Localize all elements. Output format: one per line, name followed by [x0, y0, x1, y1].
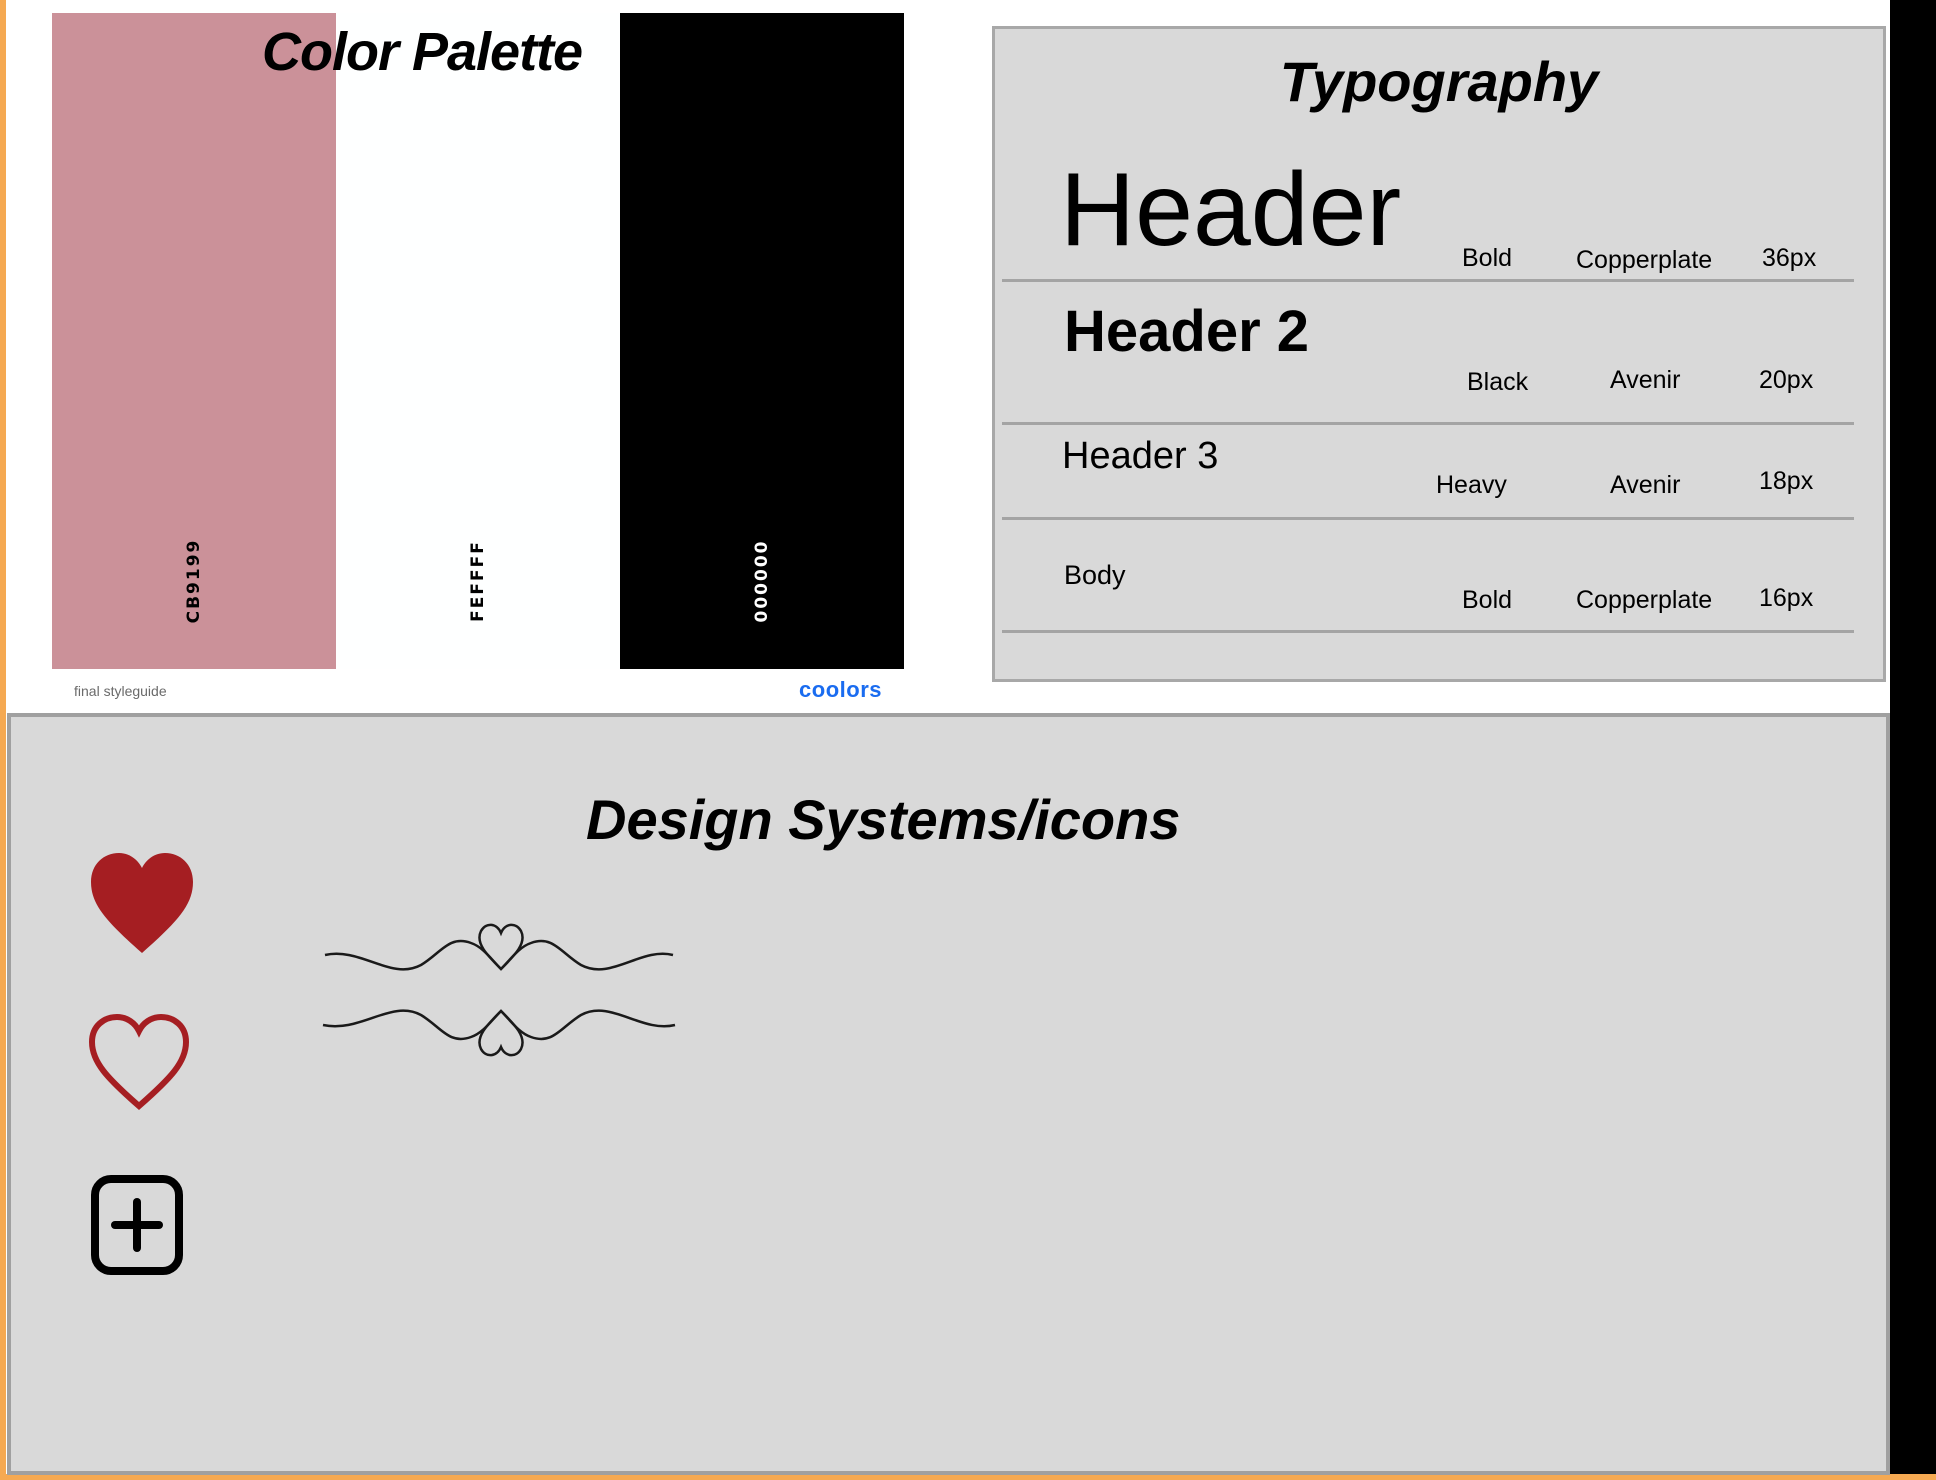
typography-font: Copperplate — [1576, 586, 1713, 614]
typography-weight: Black — [1467, 368, 1529, 396]
typography-font: Avenir — [1610, 366, 1681, 394]
swatch-black: 000000 — [620, 13, 904, 669]
typography-size: 36px — [1762, 244, 1817, 272]
swatch-white: FEFFFF — [336, 13, 620, 669]
typography-row-header: Header Bold Copperplate 36px — [1002, 129, 1854, 282]
typography-title: Typography — [1279, 50, 1599, 113]
swatch-code: CB9199 — [184, 538, 204, 624]
heart-outline-icon[interactable] — [87, 1012, 191, 1112]
heart-filled-icon[interactable] — [87, 850, 197, 960]
palette-footer-label: final styleguide — [74, 683, 167, 699]
typography-sample: Header 2 — [1064, 299, 1310, 364]
heart-flourish-divider-icon — [322, 923, 676, 1057]
swatch-code: 000000 — [752, 539, 772, 623]
typography-weight: Bold — [1462, 244, 1513, 272]
typography-font: Copperplate — [1576, 246, 1713, 274]
typography-weight: Heavy — [1436, 471, 1507, 499]
swatch-pink: CB9199 — [52, 13, 336, 669]
typography-row-header-2: Header 2 Black Avenir 20px — [1002, 282, 1854, 425]
typography-row-body: Body Bold Copperplate 16px — [1002, 520, 1854, 633]
frame-border-left — [0, 0, 6, 1480]
typography-row-header-3: Header 3 Heavy Avenir 18px — [1002, 425, 1854, 520]
typography-sample: Header 3 — [1062, 435, 1219, 477]
frame-border-bottom — [0, 1474, 1936, 1480]
right-edge-bar — [1890, 0, 1936, 1474]
coolors-logo[interactable]: coolors — [799, 677, 882, 702]
typography-size: 18px — [1759, 467, 1814, 495]
typography-panel: Typography Header Bold Copperplate 36px … — [992, 26, 1886, 682]
typography-sample: Body — [1064, 560, 1126, 590]
design-systems-title: Design Systems/icons — [586, 788, 1181, 851]
typography-weight: Bold — [1462, 586, 1513, 614]
swatch-code: FEFFFF — [468, 540, 488, 622]
typography-font: Avenir — [1610, 471, 1681, 499]
typography-sample: Header — [1060, 152, 1402, 268]
typography-size: 20px — [1759, 366, 1814, 394]
color-palette-card: CB9199 FEFFFF 000000 Color Palette final… — [52, 13, 904, 703]
typography-size: 16px — [1759, 584, 1814, 612]
plus-square-icon[interactable] — [90, 1174, 184, 1276]
design-systems-panel: Design Systems/icons — [7, 713, 1890, 1475]
palette-title: Color Palette — [262, 22, 583, 82]
